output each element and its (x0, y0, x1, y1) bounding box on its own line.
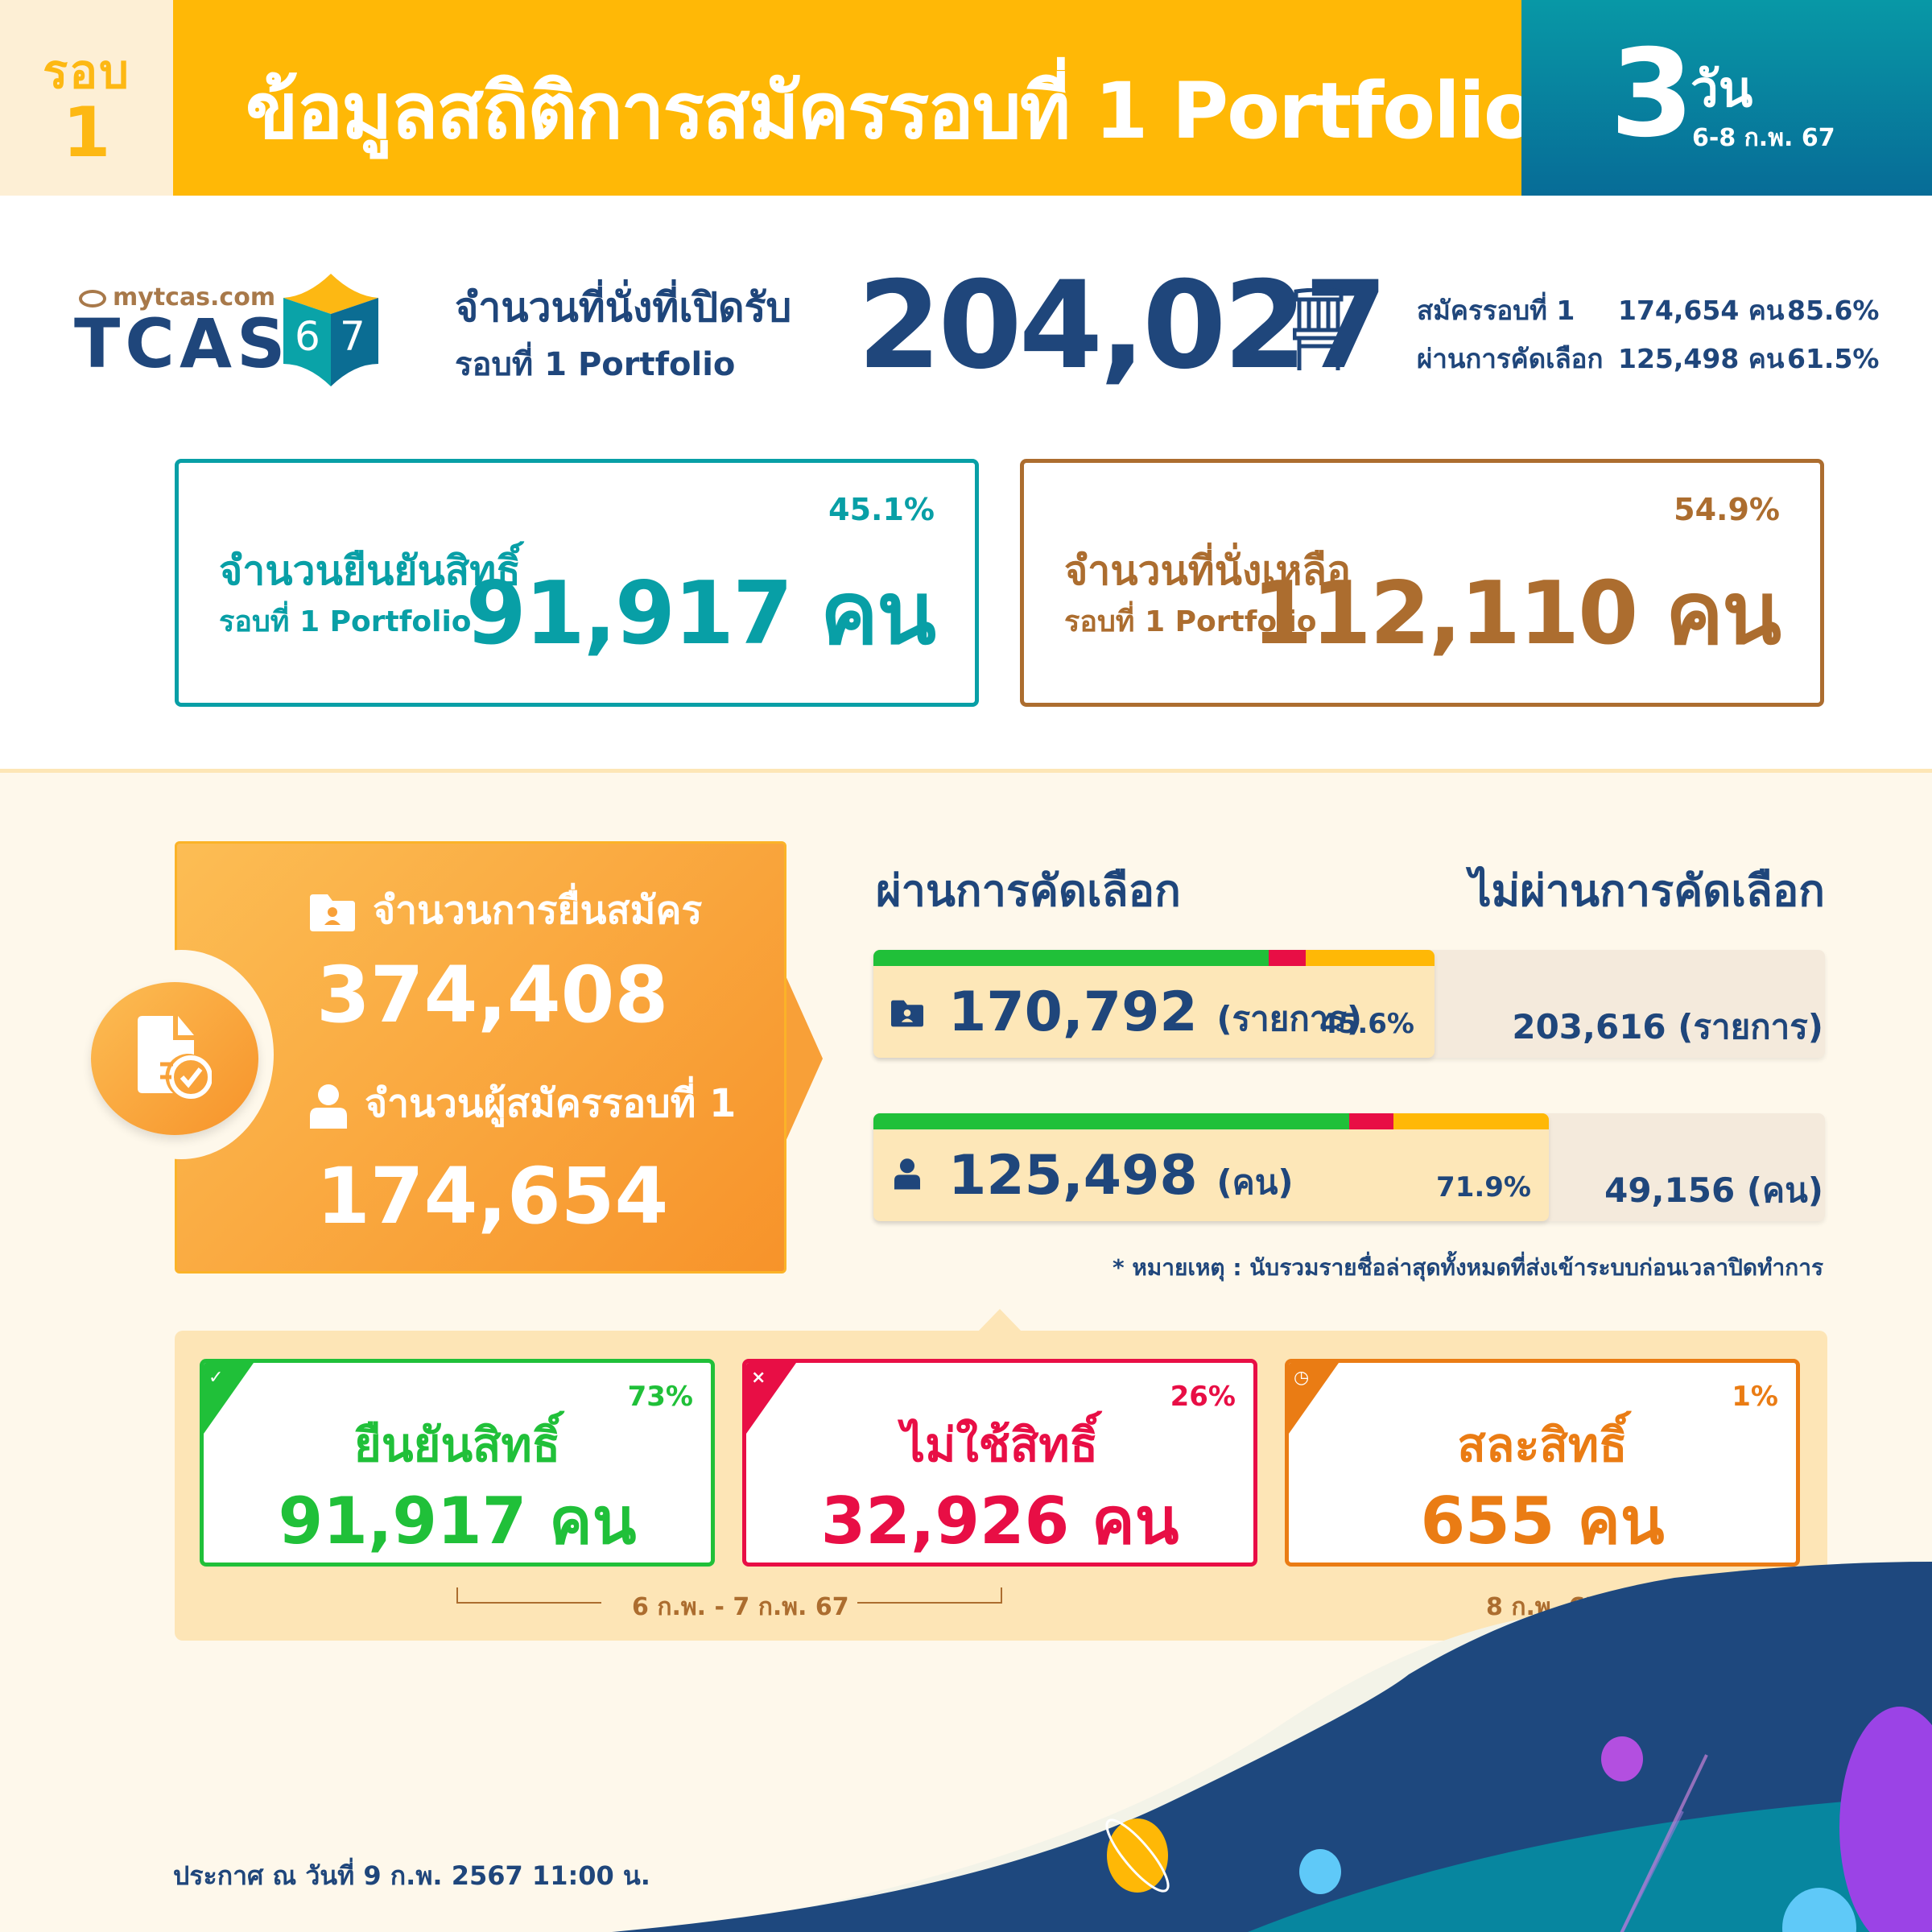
applicants-value: 174,654 (316, 1151, 669, 1241)
announcement-date: ประกาศ ณ วันที่ 9 ก.พ. 2567 11:00 น. (173, 1860, 650, 1891)
remaining-label: จำนวนที่นั่งเหลือ (1064, 547, 1352, 594)
date-range: 6-8 ก.พ. 67 (1692, 124, 1835, 152)
svg-text:7: 7 (340, 313, 365, 360)
status-value: 32,926 คน (820, 1484, 1179, 1558)
seats-label: จำนวนที่นั่งที่เปิดรับ (455, 284, 792, 331)
status-card-not-used: × 26% ไม่ใช้สิทธิ์ 32,926 คน (742, 1359, 1257, 1567)
close-icon: × (751, 1368, 766, 1388)
confirmed-label: จำนวนยืนยันสิทธิ์ (219, 547, 521, 594)
svg-text:6: 6 (295, 313, 320, 360)
card-arrow (785, 974, 823, 1143)
status-title: ไม่ใช้สิทธิ์ (901, 1418, 1099, 1472)
user-icon (894, 1158, 920, 1190)
applicants-pass-value: 125,498 (คน) (948, 1144, 1294, 1208)
period-label-first: 6 ก.พ. - 7 ก.พ. 67 (632, 1593, 849, 1621)
confirmed-value: 91,917 คน (465, 564, 936, 664)
applications-fail-value: 203,616 (รายการ) (1512, 1007, 1823, 1046)
status-bar (873, 1113, 1549, 1129)
status-title: ยืนยันสิทธิ์ (353, 1418, 561, 1472)
applications-pass-panel: 170,792 (รายการ) 45.6% (873, 950, 1435, 1058)
chair-icon (1293, 288, 1344, 370)
bracket-right (857, 1587, 1002, 1604)
document-check-badge (91, 982, 258, 1135)
confirmed-box: 45.1% จำนวนยืนยันสิทธิ์ รอบที่ 1 Portfol… (175, 459, 979, 707)
folder-user-icon (891, 1000, 923, 1027)
seat-stats-table: สมัครรอบที่ 1 174,654 คน 85.6% ผ่านการคั… (1417, 286, 1880, 382)
status-value: 91,917 คน (278, 1484, 637, 1558)
round-label: รอบ (43, 44, 130, 99)
applications-value: 374,408 (316, 950, 669, 1040)
remaining-value: 112,110 คน (1252, 564, 1781, 664)
seats-sublabel: รอบที่ 1 Portfolio (455, 346, 736, 383)
remaining-sublabel: รอบที่ 1 Portfolio (1064, 605, 1317, 638)
check-icon: ✓ (208, 1368, 224, 1388)
applications-card (175, 841, 786, 1274)
remaining-box: 54.9% จำนวนที่นั่งเหลือ รอบที่ 1 Portfol… (1020, 459, 1824, 707)
status-percent: 1% (1732, 1381, 1778, 1413)
status-percent: 73% (627, 1381, 693, 1413)
status-bar (873, 950, 1435, 966)
applicants-fail-value: 49,156 (คน) (1604, 1170, 1823, 1210)
status-card-waived: ◷ 1% สละสิทธิ์ 655 คน (1285, 1359, 1800, 1567)
page-title: ข้อมูลสถิติการสมัครรอบที่ 1 Portfolio (246, 66, 1537, 156)
stat-row-passed: ผ่านการคัดเลือก 125,498 คน 61.5% (1417, 342, 1880, 374)
stat-row-applied: สมัครรอบที่ 1 174,654 คน 85.6% (1417, 294, 1880, 326)
applicants-pass-percent: 71.9% (1436, 1171, 1531, 1203)
period-label-third: 8 ก.พ. 67 (1486, 1593, 1603, 1621)
round-number: 1 (62, 93, 111, 173)
status-value: 655 คน (1420, 1484, 1665, 1558)
applications-label: จำนวนการยื่นสมัคร (310, 880, 702, 941)
confirmed-percent: 45.1% (828, 492, 935, 527)
days-number: 3 (1610, 24, 1695, 164)
globe-icon (79, 289, 106, 308)
days-label: วัน (1690, 60, 1753, 118)
applicants-label: จำนวนผู้สมัครรอบที่ 1 (310, 1073, 736, 1134)
status-percent: 26% (1170, 1381, 1236, 1413)
status-title: สละสิทธิ์ (1457, 1418, 1628, 1472)
user-icon (310, 1084, 347, 1129)
header-title-bar: ข้อมูลสถิติการสมัครรอบที่ 1 Portfolio (173, 0, 1537, 196)
remaining-percent: 54.9% (1674, 492, 1780, 527)
folder-user-icon (310, 894, 355, 931)
pass-heading: ผ่านการคัดเลือก (876, 865, 1181, 916)
round-badge: รอบ 1 (0, 0, 173, 196)
bracket-left (456, 1587, 601, 1604)
confirmed-sublabel: รอบที่ 1 Portfolio (219, 605, 472, 638)
logo-url: mytcas.com (79, 283, 275, 312)
fail-heading: ไม่ผ่านการคัดเลือก (1469, 865, 1825, 916)
applicants-pass-panel: 125,498 (คน) 71.9% (873, 1113, 1549, 1221)
section-divider (0, 769, 1932, 773)
status-card-confirmed: ✓ 73% ยืนยันสิทธิ์ 91,917 คน (200, 1359, 715, 1567)
document-check-icon (138, 1016, 212, 1099)
duration-badge: 3 วัน 6-8 ก.พ. 67 (1521, 0, 1932, 196)
applications-pass-value: 170,792 (รายการ) (948, 980, 1363, 1044)
applications-pass-percent: 45.6% (1319, 1008, 1414, 1040)
logo-brand: TCAS (74, 304, 291, 383)
timer-icon: ◷ (1294, 1368, 1310, 1388)
book-67-logo-icon: 6 7 (283, 274, 378, 386)
panel-pointer (976, 1309, 1023, 1333)
footnote: * หมายเหตุ : นับรวมรายชื่อล่าสุดทั้งหมดท… (1112, 1254, 1823, 1281)
